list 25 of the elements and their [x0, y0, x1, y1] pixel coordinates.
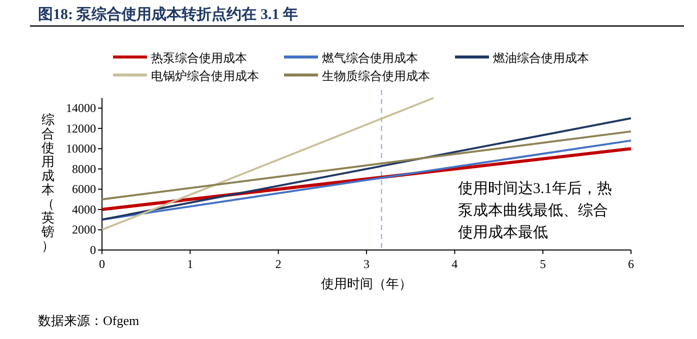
x-tick-label: 0 [99, 257, 105, 271]
y-tick-label: 6000 [72, 182, 96, 196]
y-axis-title: 综合使用成本（英镑） [42, 113, 54, 254]
x-tick-label: 3 [364, 257, 370, 271]
y-tick-label: 0 [90, 243, 96, 257]
chart-title: 图18: 泵综合使用成本转折点约在 3.1 年 [38, 6, 298, 23]
y-tick-label: 8000 [72, 162, 96, 176]
legend-label: 电锅炉综合使用成本 [151, 69, 259, 83]
legend-label: 燃油综合使用成本 [493, 51, 589, 65]
legend-label: 热泵综合使用成本 [151, 51, 247, 65]
x-tick-label: 4 [452, 257, 458, 271]
y-tick-label: 14000 [66, 101, 96, 116]
legend-label: 燃气综合使用成本 [322, 51, 418, 65]
x-axis-title: 使用时间（年） [321, 277, 412, 292]
y-tick-label: 4000 [72, 202, 96, 216]
x-tick-label: 2 [275, 257, 282, 271]
source-note: 数据来源：Ofgem [38, 313, 140, 328]
y-tick-label: 2000 [72, 222, 96, 237]
y-tick-label: 12000 [66, 121, 96, 136]
x-tick-label: 5 [540, 257, 546, 271]
x-tick-label: 6 [628, 257, 634, 271]
y-tick-label: 10000 [66, 142, 96, 156]
legend-label: 生物质综合使用成本 [322, 69, 430, 83]
x-tick-label: 1 [187, 257, 194, 271]
annotation: 使用时间达3.1年后，热泵成本曲线最低、综合使用成本最低 [458, 180, 613, 243]
